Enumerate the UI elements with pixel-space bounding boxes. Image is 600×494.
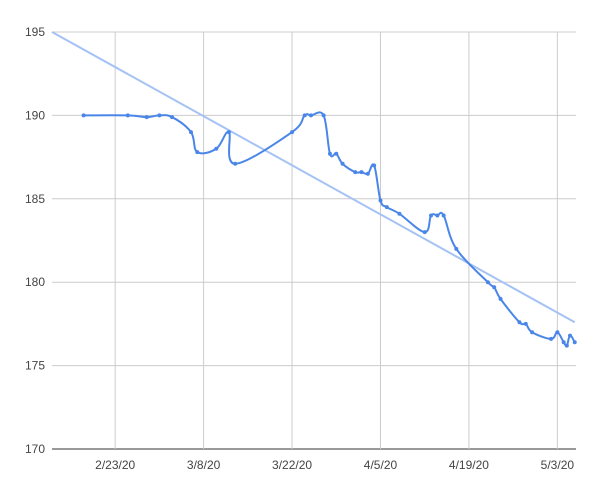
data-point xyxy=(340,161,345,166)
y-tick-label: 170 xyxy=(25,442,45,456)
x-tick-label: 2/23/20 xyxy=(95,458,135,472)
gridlines xyxy=(52,31,576,450)
data-point xyxy=(530,330,535,335)
data-point xyxy=(568,333,572,338)
data-point xyxy=(454,246,459,251)
data-point xyxy=(359,170,364,175)
data-point xyxy=(397,211,402,216)
data-point xyxy=(555,330,560,335)
data-point xyxy=(378,198,383,203)
data-point xyxy=(233,161,238,166)
data-point xyxy=(429,213,434,218)
data-point xyxy=(435,213,440,218)
data-point xyxy=(309,113,313,118)
y-tick-label: 180 xyxy=(25,275,45,289)
data-point xyxy=(157,113,162,118)
data-point xyxy=(498,296,503,301)
data-point xyxy=(144,115,149,120)
data-point xyxy=(485,280,490,285)
x-tick-label: 5/3/20 xyxy=(541,458,575,472)
y-tick-label: 175 xyxy=(25,359,45,373)
data-point xyxy=(441,213,446,218)
data-point xyxy=(564,343,569,348)
series-layer xyxy=(51,31,577,348)
data-point xyxy=(492,285,497,290)
data-point xyxy=(327,151,332,156)
x-tick-label: 3/22/20 xyxy=(272,458,312,472)
data-point xyxy=(572,340,577,345)
data-point xyxy=(214,146,219,151)
data-point xyxy=(561,340,566,345)
data-point xyxy=(290,130,295,135)
data-point xyxy=(302,113,307,118)
y-tick-label: 185 xyxy=(25,192,45,206)
data-point xyxy=(372,163,377,168)
data-point xyxy=(125,113,130,118)
trendline xyxy=(51,31,576,324)
data-point xyxy=(195,150,200,155)
x-tick-label: 4/5/20 xyxy=(364,458,398,472)
data-point xyxy=(517,320,522,325)
y-tick-label: 190 xyxy=(25,108,45,122)
x-axis-tick-labels: 2/23/20 3/8/20 3/22/20 4/5/20 4/19/20 5/3/20 xyxy=(95,458,574,472)
x-tick-label: 3/8/20 xyxy=(187,458,221,472)
data-point xyxy=(226,130,231,135)
data-point xyxy=(81,113,86,118)
data-point xyxy=(384,205,389,210)
x-tick-label: 4/19/20 xyxy=(449,458,489,472)
data-point xyxy=(321,113,326,118)
data-point xyxy=(523,321,528,326)
data-point xyxy=(365,171,370,176)
data-point xyxy=(422,230,427,235)
series-line xyxy=(82,111,576,347)
data-point xyxy=(188,130,193,135)
data-point xyxy=(334,151,339,156)
data-point xyxy=(353,170,358,175)
y-tick-label: 195 xyxy=(25,25,45,39)
y-axis-tick-labels: 170 175 180 185 190 195 xyxy=(25,25,45,456)
data-point xyxy=(549,336,554,341)
data-point xyxy=(170,115,175,120)
